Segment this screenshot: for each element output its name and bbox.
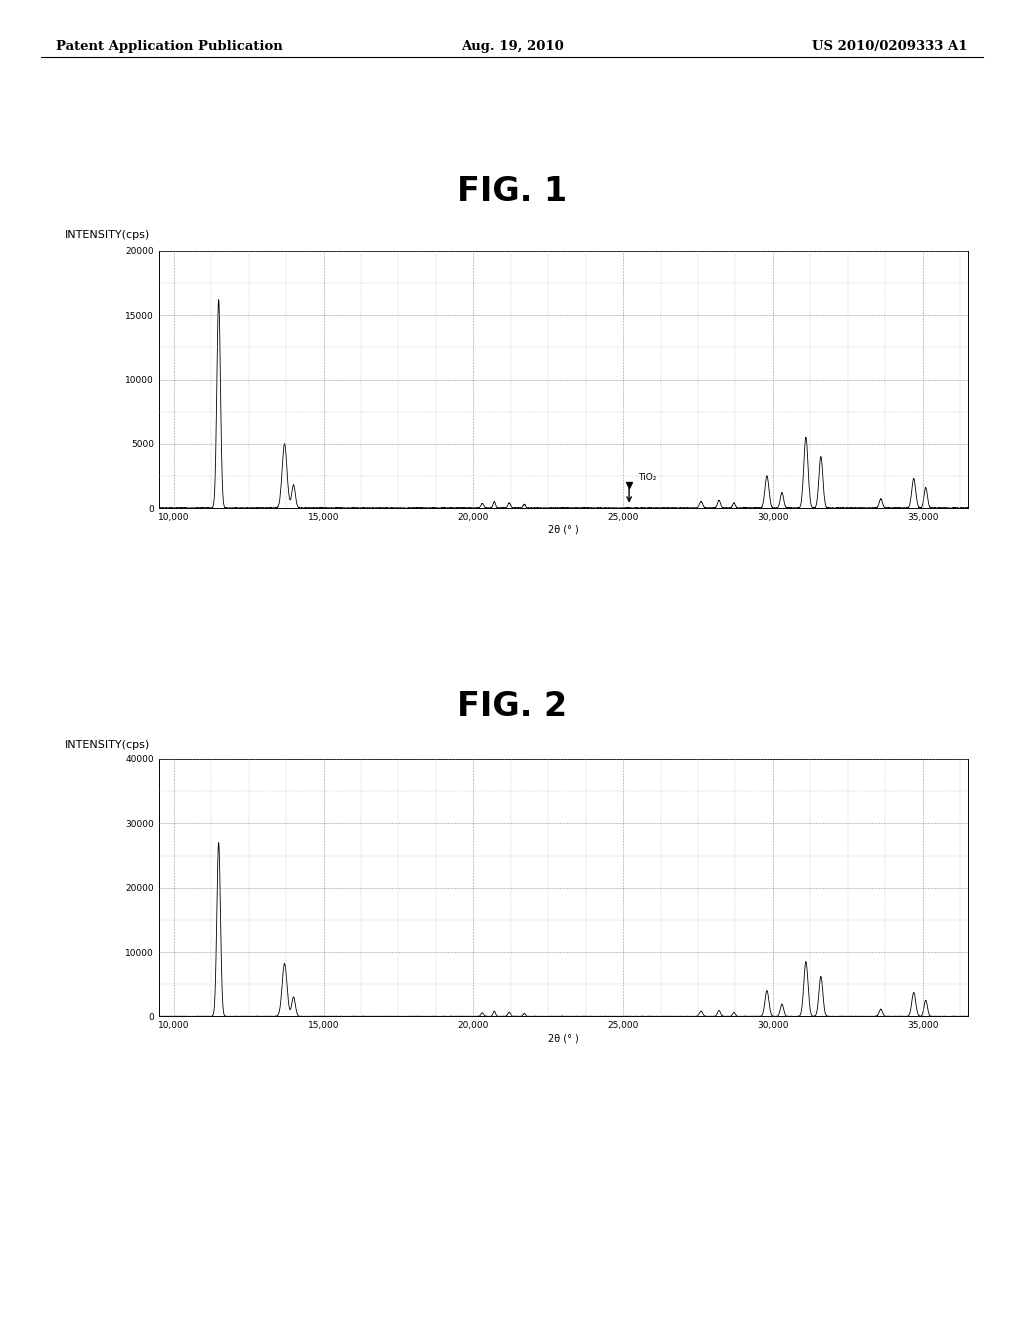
X-axis label: 2θ (° ): 2θ (° ) (548, 1034, 579, 1043)
Text: Patent Application Publication: Patent Application Publication (56, 40, 283, 53)
Text: FIG. 1: FIG. 1 (457, 176, 567, 209)
Text: Aug. 19, 2010: Aug. 19, 2010 (461, 40, 563, 53)
Text: TiO₂: TiO₂ (638, 474, 656, 483)
Text: INTENSITY(cps): INTENSITY(cps) (65, 230, 150, 240)
X-axis label: 2θ (° ): 2θ (° ) (548, 525, 579, 535)
Text: INTENSITY(cps): INTENSITY(cps) (65, 739, 150, 750)
Text: US 2010/0209333 A1: US 2010/0209333 A1 (812, 40, 968, 53)
Text: FIG. 2: FIG. 2 (457, 689, 567, 722)
